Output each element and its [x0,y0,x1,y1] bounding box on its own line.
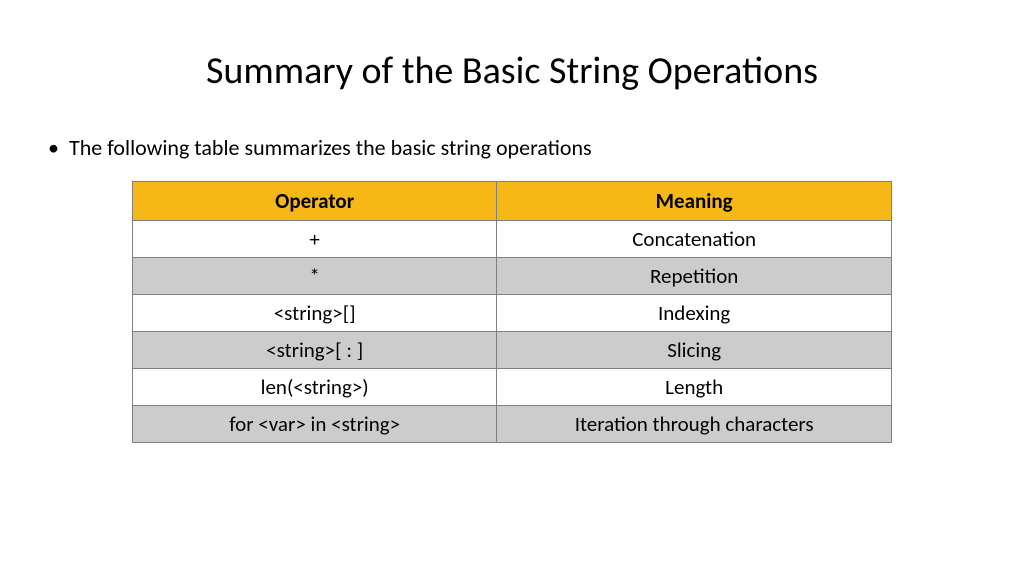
operations-table: Operator Meaning + Concatenation * Repet… [132,181,892,443]
bullet-text: The following table summarizes the basic… [69,134,592,161]
table-row: <string>[] Indexing [133,295,892,332]
cell-meaning: Length [497,369,892,406]
cell-operator: * [133,258,497,295]
cell-meaning: Slicing [497,332,892,369]
cell-meaning: Repetition [497,258,892,295]
page-title: Summary of the Basic String Operations [70,48,954,94]
cell-operator: <string>[] [133,295,497,332]
cell-operator: len(<string>) [133,369,497,406]
table-row: + Concatenation [133,221,892,258]
column-header-meaning: Meaning [497,182,892,221]
table-row: len(<string>) Length [133,369,892,406]
cell-meaning: Iteration through characters [497,406,892,443]
cell-operator: for <var> in <string> [133,406,497,443]
table-row: for <var> in <string> Iteration through … [133,406,892,443]
table-row: <string>[ : ] Slicing [133,332,892,369]
cell-meaning: Concatenation [497,221,892,258]
table-header-row: Operator Meaning [133,182,892,221]
bullet-icon: • [48,134,59,161]
column-header-operator: Operator [133,182,497,221]
cell-operator: + [133,221,497,258]
cell-meaning: Indexing [497,295,892,332]
cell-operator: <string>[ : ] [133,332,497,369]
table-row: * Repetition [133,258,892,295]
bullet-item: • The following table summarizes the bas… [40,134,954,161]
